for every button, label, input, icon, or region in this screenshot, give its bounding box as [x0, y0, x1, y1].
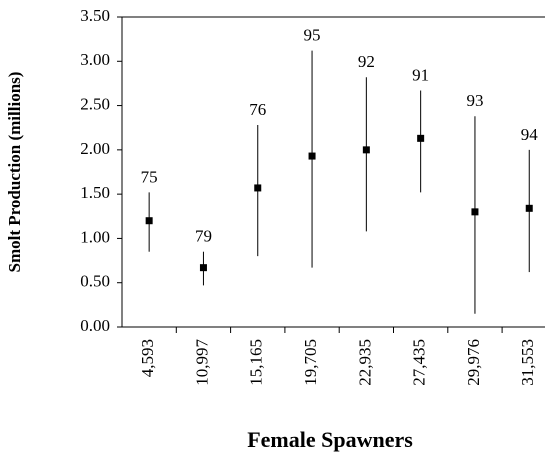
- year-label: 93: [466, 91, 483, 110]
- x-tick-label: 19,705: [301, 339, 320, 386]
- y-tick-label: 0.50: [80, 272, 110, 291]
- point: [362, 146, 370, 154]
- x-tick-label: 15,165: [247, 339, 266, 386]
- y-tick-label: 2.00: [80, 139, 110, 158]
- point: [254, 184, 262, 192]
- x-tick-label: 29,976: [464, 339, 483, 386]
- point: [308, 152, 316, 160]
- year-label: 75: [141, 167, 158, 186]
- x-tick-label: 22,935: [355, 339, 374, 386]
- point: [145, 217, 153, 225]
- year-label: 79: [195, 227, 212, 246]
- point: [417, 134, 425, 142]
- year-label: 92: [358, 52, 375, 71]
- y-tick-label: 3.50: [80, 6, 110, 25]
- point: [525, 204, 533, 212]
- year-label: 95: [304, 26, 321, 45]
- x-tick-label: 27,435: [410, 339, 429, 386]
- x-tick-label: 10,997: [192, 339, 211, 386]
- y-tick-label: 1.50: [80, 183, 110, 202]
- y-tick-label: 2.50: [80, 94, 110, 113]
- y-tick-label: 1.00: [80, 227, 110, 246]
- x-tick-label: 31,553: [518, 339, 537, 386]
- x-tick-label: 4,593: [138, 339, 157, 377]
- year-label: 91: [412, 65, 429, 84]
- y-axis-title: Smolt Production (millions): [5, 72, 24, 273]
- y-tick-label: 3.00: [80, 50, 110, 69]
- point: [199, 264, 207, 272]
- x-axis-title: Female Spawners: [247, 427, 413, 452]
- point: [471, 208, 479, 216]
- y-tick-label: 0.00: [80, 316, 110, 335]
- year-label: 76: [249, 100, 266, 119]
- year-label: 94: [521, 125, 539, 144]
